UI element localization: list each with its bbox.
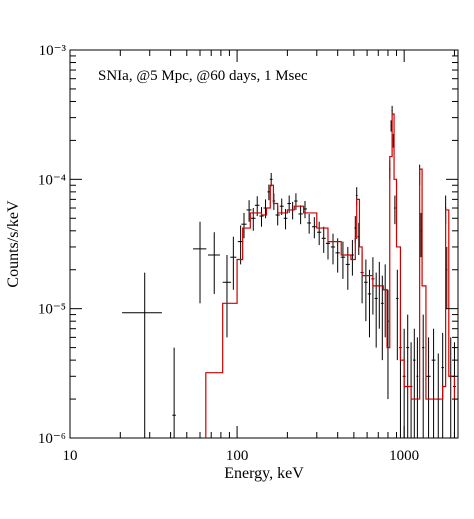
y-axis-label: Counts/s/keV [5, 200, 22, 288]
y-tick-label: 10⁻⁶ [38, 431, 66, 447]
y-tick-label: 10⁻⁴ [38, 172, 66, 188]
x-tick-label: 1000 [389, 448, 419, 464]
x-tick-label: 10 [63, 448, 78, 464]
x-tick-label: 100 [226, 448, 249, 464]
plot-area [122, 105, 458, 438]
y-tick-label: 10⁻³ [39, 43, 67, 59]
y-tick-label: 10⁻⁵ [38, 302, 66, 318]
model-line [205, 113, 458, 438]
x-axis-label: Energy, keV [224, 465, 304, 482]
annotation: SNIa, @5 Mpc, @60 days, 1 Msec [98, 68, 308, 84]
plot-frame [69, 49, 459, 439]
